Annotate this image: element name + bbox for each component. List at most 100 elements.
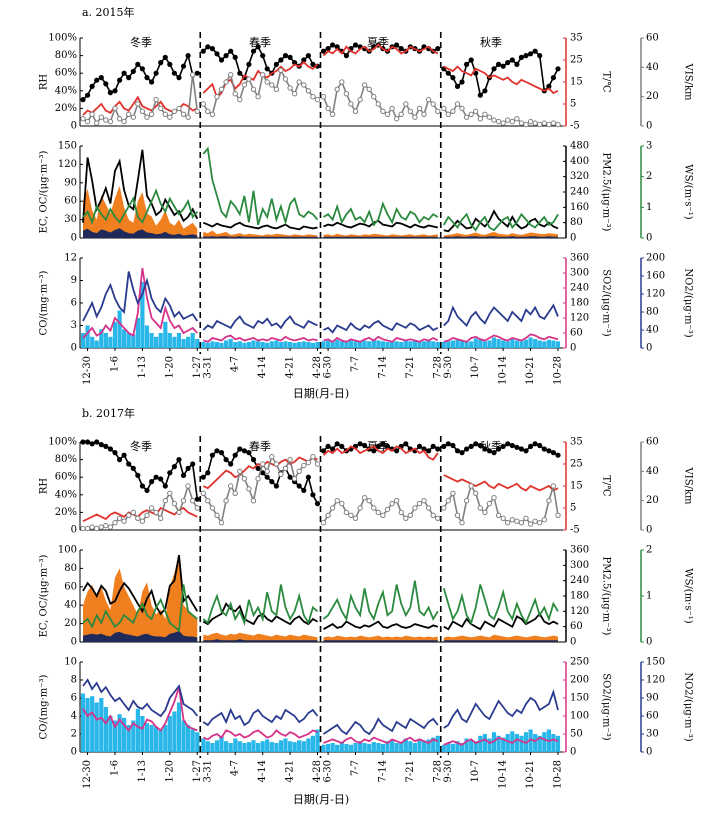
series-bar-co (219, 735, 224, 752)
series-point-vis (550, 483, 557, 489)
series-area-oc (203, 632, 318, 642)
series-point-vis (425, 96, 432, 103)
series-point-vis (537, 121, 543, 128)
series-bar-co (408, 341, 413, 349)
axis-title: EC, OC/(μg·m⁻³) (39, 554, 50, 637)
series-point-rh (98, 75, 104, 81)
axis-tick-label: 40% (55, 489, 77, 500)
axis-tick-label: 25 (570, 55, 583, 66)
series-point-vis (139, 518, 146, 524)
series-bar-co (390, 740, 395, 752)
series-point-vis (463, 498, 470, 504)
axis-tick-label: 20 (64, 618, 77, 629)
series-bar-co (555, 735, 561, 752)
axis-tick-label: 50 (570, 729, 583, 740)
series-bar-co (528, 337, 533, 348)
series-bar-co (126, 333, 131, 348)
series-point-vis (537, 520, 543, 526)
axis-tick-label: 120 (58, 159, 77, 170)
series-point-vis (291, 476, 298, 482)
axis-tick-label: 15 (570, 481, 583, 492)
series-point-rh (514, 61, 520, 67)
series-bar-co (251, 740, 256, 752)
axis-tick-label: 10 (64, 657, 77, 668)
series-point-vis (416, 105, 423, 112)
series-point-vis (505, 117, 511, 123)
series-point-vis (546, 121, 552, 128)
series-point-vis (250, 498, 257, 504)
series-point-rh (296, 483, 302, 489)
series-bar-co (195, 339, 200, 348)
series-point-vis (310, 94, 316, 100)
series-point-vis (158, 515, 164, 521)
series-point-vis (454, 512, 461, 518)
series-bar-co (473, 338, 478, 349)
axis-tick-label: 60 (646, 437, 659, 448)
axis-title: CO/(mg·m⁻³) (39, 270, 50, 335)
series-point-rh (167, 470, 173, 476)
series-line-so2 (202, 729, 318, 741)
series-bar-co (422, 341, 427, 349)
series-bar-co (99, 329, 104, 349)
series-bar-co (371, 339, 376, 349)
series-point-rh (445, 70, 451, 76)
series-line-ws (202, 584, 319, 626)
axis-tick-label: 240 (570, 575, 589, 586)
axis-tick-label: 240 (570, 187, 589, 198)
series-point-vis (435, 515, 441, 521)
series-bar-co (274, 340, 279, 348)
series-point-rh (218, 450, 225, 456)
x-tick-label: 10-28 (553, 760, 564, 789)
series-point-vis (334, 498, 340, 504)
series-bar-co (135, 318, 140, 348)
series-bar-co (514, 734, 519, 752)
series-point-rh (528, 443, 534, 449)
series-bar-co (90, 696, 95, 752)
axis-tick-label: 3 (71, 320, 77, 331)
series-bar-co (85, 698, 90, 752)
series-point-rh (255, 44, 261, 50)
series-point-rh (126, 75, 132, 81)
series-point-rh (343, 53, 349, 59)
series-point-vis (171, 500, 178, 507)
series-point-vis (194, 505, 201, 511)
series-point-vis (84, 118, 91, 125)
series-point-vis (135, 101, 141, 107)
series-point-rh (380, 441, 386, 447)
series-point-rh (89, 83, 95, 89)
series-point-vis (366, 86, 372, 93)
series-point-vis (301, 462, 307, 469)
axis-tick-label: 60 (646, 711, 659, 722)
axis-tick-label: 100% (48, 33, 77, 44)
series-bar-co (358, 342, 363, 348)
series-bar-co (446, 341, 451, 349)
series-point-vis (162, 111, 169, 118)
series-bar-co (496, 339, 501, 348)
series-point-vis (375, 101, 381, 107)
x-tick-label: 1-20 (164, 356, 175, 378)
series-bar-co (353, 743, 358, 752)
series-point-rh (334, 44, 340, 50)
series-bar-co (233, 738, 238, 752)
series-bar-co (306, 738, 311, 752)
figure-title: b. 2017年 (82, 406, 135, 420)
series-line-so2 (323, 736, 439, 745)
series-bar-co (344, 743, 349, 752)
series-bar-co (519, 735, 524, 752)
series-bar-co (487, 340, 492, 348)
series-point-vis (361, 495, 368, 501)
series-point-rh (144, 75, 150, 81)
series-point-vis (180, 111, 187, 118)
x-tick-label: 10-14 (498, 760, 509, 789)
series-bar-co (163, 321, 168, 349)
series-point-vis (468, 483, 474, 489)
series-point-vis (403, 515, 409, 521)
series-bar-co (256, 341, 261, 349)
series-point-vis (162, 498, 169, 504)
series-point-rh (509, 442, 515, 449)
series-point-vis (514, 116, 520, 122)
series-point-vis (468, 111, 474, 118)
series-line-no2 (443, 689, 559, 729)
axis-tick-label: 300 (570, 560, 589, 571)
axis-title: VIS/km (683, 467, 694, 505)
